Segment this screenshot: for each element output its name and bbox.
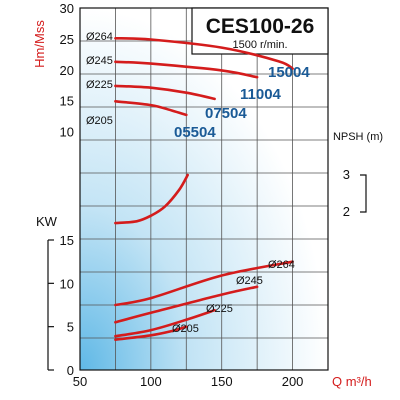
title-box [191, 7, 329, 55]
npsh-axis-ticks: 23 [343, 167, 350, 219]
head-curve-1 [114, 60, 259, 79]
kw-axis-ticks [48, 239, 54, 371]
model-label-0: 15004 [268, 64, 310, 81]
x-tick-2: 150 [211, 374, 233, 389]
kw-tick-3: 15 [60, 233, 74, 248]
power-curve-2 [114, 308, 216, 338]
power-curve-3 [114, 325, 188, 341]
head-curve-3 [114, 100, 188, 117]
power-curve-label-2: Ø225 [206, 303, 233, 315]
npsh-axis-label: NPSH (m) [333, 131, 383, 143]
model-label-1: 11004 [240, 86, 282, 103]
power-curve-label-0: Ø264 [268, 259, 295, 271]
power-curve-1 [114, 285, 259, 324]
tick-labels: 50 100 150 200 10 15 20 25 30 0 5 10 15 [60, 1, 304, 389]
x-tick-0: 50 [73, 374, 87, 389]
head-tick-0: 10 [60, 125, 74, 140]
chart-title: CES100-26 [206, 15, 315, 38]
head-curve-0 [114, 37, 294, 70]
npsh-axis-bracket [360, 174, 367, 213]
head-tick-1: 15 [60, 94, 74, 109]
power-curve-label-1: Ø245 [236, 275, 263, 287]
power-curve-0 [114, 260, 294, 307]
head-curve-label-2: Ø225 [86, 79, 113, 91]
power-curve-label-3: Ø205 [172, 323, 199, 335]
x-tick-3: 200 [282, 374, 304, 389]
x-tick-1: 100 [140, 374, 162, 389]
chart-subtitle: 1500 r/min. [232, 39, 287, 51]
kw-tick-2: 10 [60, 276, 74, 291]
kw-tick-0: 0 [67, 363, 74, 378]
head-curve-label-0: Ø264 [86, 31, 113, 43]
head-curve-2 [114, 84, 216, 101]
head-tick-4: 30 [60, 1, 74, 16]
head-curve-label-3: Ø205 [86, 115, 113, 127]
npsh-tick-1: 3 [343, 167, 350, 182]
kw-tick-1: 5 [67, 320, 74, 335]
head-curve-label-1: Ø245 [86, 55, 113, 67]
model-label-3: 05504 [174, 124, 216, 141]
npsh-curve [114, 173, 189, 225]
curves [114, 37, 294, 341]
npsh-tick-0: 2 [343, 204, 350, 219]
head-tick-2: 20 [60, 63, 74, 78]
grid [80, 7, 328, 370]
curve-labels: Ø264 15004 Ø245 11004 Ø225 07504 Ø205 05504 Ø264… [86, 31, 310, 335]
kw-axis-label: KW [36, 214, 58, 229]
head-tick-3: 25 [60, 32, 74, 47]
head-axis-label: Hm/Mss [32, 20, 47, 68]
x-axis-label: Q m³/h [332, 374, 372, 389]
model-label-2: 07504 [205, 105, 247, 122]
